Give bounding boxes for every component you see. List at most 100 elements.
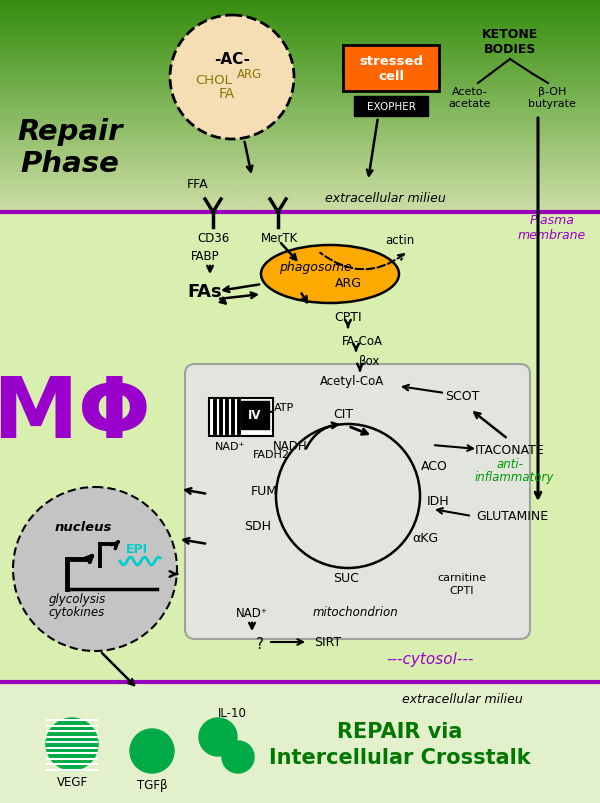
Bar (0, 42, 600, 43)
Bar (0, 151, 600, 152)
Bar (0, 98, 600, 99)
Bar (0, 136, 600, 137)
Bar (0, 66, 600, 67)
Bar (0, 56, 600, 57)
Bar (0, 52, 600, 53)
Bar (0, 206, 600, 208)
Bar (0, 74, 600, 75)
Bar (0, 100, 600, 101)
Bar (0, 147, 600, 148)
Bar (0, 123, 600, 124)
Bar (0, 141, 600, 142)
Text: VEGF: VEGF (56, 776, 88, 789)
Bar (0, 55, 600, 56)
Bar (0, 142, 600, 143)
Text: αKG: αKG (412, 532, 438, 544)
Bar (0, 205, 600, 206)
Circle shape (199, 718, 237, 756)
Text: SDH: SDH (245, 520, 271, 533)
Circle shape (13, 487, 177, 651)
Bar (0, 185, 600, 187)
Bar (0, 181, 600, 182)
Bar (0, 47, 600, 48)
Bar (0, 209, 600, 210)
Bar (0, 21, 600, 22)
Bar (0, 18, 600, 19)
Bar (0, 8, 600, 9)
Bar (0, 176, 600, 177)
Circle shape (130, 729, 174, 773)
Bar (0, 85, 600, 86)
Bar (0, 19, 600, 20)
Bar (0, 192, 600, 193)
Bar (0, 63, 600, 64)
Bar (0, 15, 600, 16)
Bar (0, 119, 600, 120)
Bar (0, 114, 600, 115)
Bar (0, 158, 600, 159)
Bar (0, 105, 600, 106)
Circle shape (170, 16, 294, 140)
Bar (0, 27, 600, 28)
Text: REPAIR via
Intercellular Crosstalk: REPAIR via Intercellular Crosstalk (269, 721, 531, 767)
Bar (0, 90, 600, 91)
Bar (0, 48, 600, 49)
Bar (0, 196, 600, 197)
Bar (0, 80, 600, 81)
Bar (0, 187, 600, 188)
Bar (0, 93, 600, 94)
Bar (0, 117, 600, 118)
Bar (0, 104, 600, 105)
Bar (0, 41, 600, 42)
Bar (0, 122, 600, 123)
Bar (0, 148, 600, 149)
Bar (0, 7, 600, 8)
Bar (0, 34, 600, 35)
Bar (0, 95, 600, 96)
Bar (0, 22, 600, 23)
Bar (0, 130, 600, 131)
Bar (0, 62, 600, 63)
Bar (0, 137, 600, 138)
Text: ?: ? (256, 637, 264, 652)
Bar (0, 173, 600, 174)
Bar (0, 103, 600, 104)
Bar (0, 35, 600, 36)
Bar (0, 88, 600, 89)
Bar (0, 77, 600, 78)
Text: nucleus: nucleus (55, 521, 112, 534)
Text: IL-10: IL-10 (218, 707, 247, 719)
Bar (0, 146, 600, 147)
Bar (0, 183, 600, 184)
Text: NAD⁺: NAD⁺ (236, 607, 268, 620)
Bar (0, 83, 600, 84)
Bar (0, 189, 600, 190)
Bar (0, 120, 600, 121)
Bar (0, 16, 600, 17)
Text: glycolysis: glycolysis (49, 593, 106, 605)
Text: MerTK: MerTK (262, 231, 299, 244)
Bar (0, 208, 600, 209)
Bar (0, 11, 600, 12)
Text: extracellular milieu: extracellular milieu (325, 191, 445, 204)
Bar (0, 206, 600, 207)
Bar (0, 94, 600, 95)
Bar (0, 156, 600, 157)
Circle shape (222, 741, 254, 773)
Bar (0, 161, 600, 162)
Bar (0, 184, 600, 185)
Text: stressed
cell: stressed cell (359, 55, 423, 83)
Text: actin: actin (385, 233, 415, 247)
Bar (0, 31, 600, 32)
Bar (0, 69, 600, 70)
Bar (0, 99, 600, 100)
Bar (0, 40, 600, 41)
Bar (0, 177, 600, 178)
Bar (0, 101, 600, 102)
Bar (0, 198, 600, 199)
Bar (0, 68, 600, 69)
Bar (0, 70, 600, 71)
Bar (0, 150, 600, 151)
Bar (0, 6, 600, 7)
Bar (0, 53, 600, 54)
